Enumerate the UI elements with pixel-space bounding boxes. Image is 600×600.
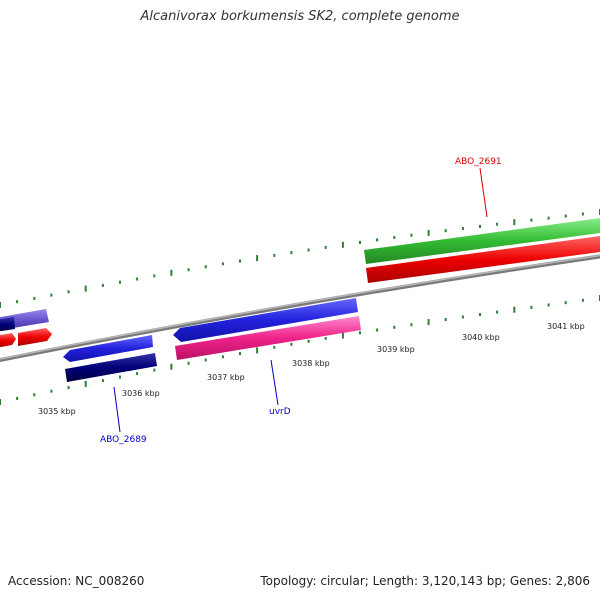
topology-summary: Topology: circular; Length: 3,120,143 bp…: [260, 574, 590, 588]
tick-label-3039: 3039 kbp: [377, 345, 415, 354]
gene-label-abo-2691[interactable]: ABO_2691: [455, 157, 502, 167]
callout-line-abo-2691: [479, 167, 488, 218]
tick-label-3040: 3040 kbp: [462, 333, 500, 342]
gene-feature-navy-left[interactable]: [0, 317, 15, 332]
gene-label-abo-2689[interactable]: ABO_2689: [100, 435, 147, 445]
gene-feature-red-abo-2691[interactable]: [366, 236, 600, 283]
callout-line-uvrd: [270, 359, 279, 406]
gene-feature-navy-abo-2689[interactable]: [65, 353, 157, 382]
tick-label-3036: 3036 kbp: [122, 389, 160, 398]
tick-label-3041: 3041 kbp: [547, 322, 585, 331]
genome-backbone: [0, 254, 600, 363]
gene-feature-magenta-uvrd[interactable]: [175, 316, 361, 360]
tick-label-3037: 3037 kbp: [207, 373, 245, 382]
callout-line-abo-2689: [113, 386, 121, 433]
tick-label-3038: 3038 kbp: [292, 359, 330, 368]
outer-tick-ring: [0, 209, 600, 308]
map-title: Alcanivorax borkumensis SK2, complete ge…: [140, 9, 460, 24]
gene-feature-abo-2691[interactable]: [364, 218, 600, 264]
tick-label-3035: 3035 kbp: [38, 407, 76, 416]
gene-feature-red-left-2[interactable]: [18, 328, 52, 346]
gene-feature-abo-2689[interactable]: [63, 335, 153, 362]
gene-feature-red-left-1[interactable]: [0, 333, 16, 348]
gene-label-uvrd[interactable]: uvrD: [269, 407, 291, 417]
accession-text: Accession: NC_008260: [8, 574, 145, 588]
gene-feature-uvrd[interactable]: [173, 298, 358, 342]
inner-tick-ring: [0, 295, 600, 405]
